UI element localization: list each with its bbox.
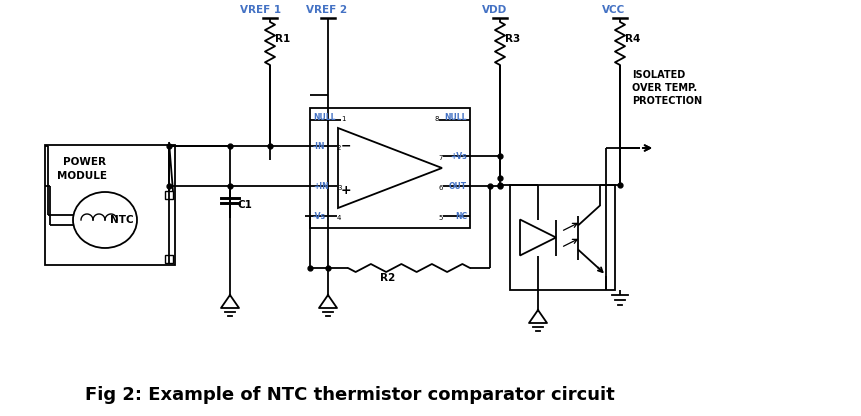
- Bar: [45, 145, 175, 265]
- Text: 6: 6: [438, 185, 443, 191]
- Text: POWER: POWER: [63, 157, 106, 167]
- Text: R4: R4: [624, 34, 640, 44]
- Text: R3: R3: [505, 34, 520, 44]
- Text: −: −: [340, 139, 350, 153]
- Text: NULL: NULL: [313, 113, 335, 122]
- Text: 5: 5: [438, 215, 443, 221]
- Text: 7: 7: [438, 155, 443, 161]
- Text: R1: R1: [275, 34, 290, 44]
- Text: PROTECTION: PROTECTION: [631, 96, 702, 106]
- Text: OUT: OUT: [449, 182, 467, 191]
- Text: 8: 8: [434, 116, 438, 122]
- Bar: [310, 108, 469, 228]
- Text: VREF 1: VREF 1: [239, 5, 281, 15]
- Bar: [164, 191, 173, 199]
- Text: -IN: -IN: [313, 142, 325, 151]
- Ellipse shape: [73, 192, 137, 248]
- Text: R2: R2: [380, 273, 395, 283]
- Bar: [164, 255, 173, 263]
- Polygon shape: [338, 128, 442, 208]
- Bar: [510, 185, 614, 290]
- Text: MODULE: MODULE: [57, 171, 107, 181]
- Text: 4: 4: [337, 215, 341, 221]
- Text: NC: NC: [455, 212, 467, 221]
- Text: VCC: VCC: [601, 5, 624, 15]
- Polygon shape: [519, 220, 555, 255]
- Text: 3: 3: [337, 185, 341, 191]
- Text: Fig 2: Example of NTC thermistor comparator circuit: Fig 2: Example of NTC thermistor compara…: [85, 386, 614, 404]
- Text: 1: 1: [341, 116, 345, 122]
- Text: ISOLATED: ISOLATED: [631, 70, 684, 80]
- Text: +: +: [340, 183, 351, 196]
- Text: NTC: NTC: [110, 215, 133, 225]
- Text: VDD: VDD: [481, 5, 506, 15]
- Text: +IN: +IN: [313, 182, 328, 191]
- Text: 2: 2: [337, 145, 341, 151]
- Text: OVER TEMP.: OVER TEMP.: [631, 83, 697, 93]
- Text: NULL: NULL: [444, 113, 467, 122]
- Text: VREF 2: VREF 2: [306, 5, 347, 15]
- Text: C1: C1: [238, 200, 252, 210]
- Text: -Vs: -Vs: [313, 212, 325, 221]
- Text: +Vs: +Vs: [449, 152, 467, 161]
